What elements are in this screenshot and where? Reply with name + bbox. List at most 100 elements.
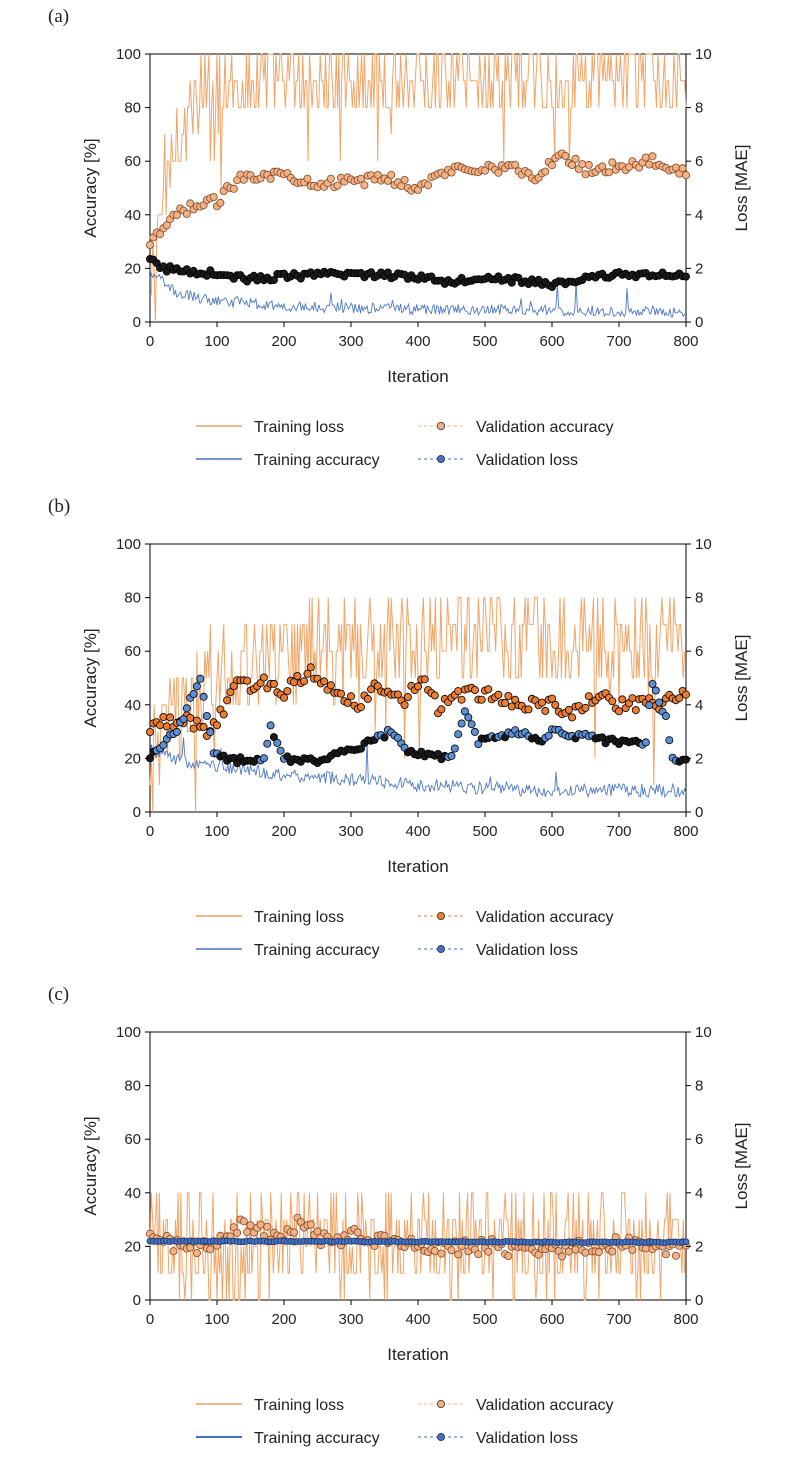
data-point (454, 687, 463, 696)
y-left-tick-label: 40 (124, 207, 141, 224)
legend-label: Training accuracy (254, 1430, 380, 1447)
data-point (363, 694, 372, 703)
panel-label: (a) (48, 6, 70, 27)
data-point (186, 713, 195, 722)
data-point (628, 1245, 637, 1254)
y-left-tick-label: 0 (133, 804, 141, 821)
legend-label: Validation loss (476, 1430, 578, 1447)
y-left-tick-label: 20 (124, 750, 141, 767)
data-point (206, 1245, 215, 1254)
plot-area (145, 53, 691, 323)
data-point (313, 1227, 322, 1236)
y-right-tick-label: 6 (695, 153, 703, 170)
legend-entry: Validation loss (418, 452, 578, 469)
data-point (581, 703, 590, 712)
y-right-tick-label: 4 (695, 1185, 703, 1202)
data-point (651, 686, 660, 695)
y-left-tick-label: 0 (133, 314, 141, 331)
x-tick-label: 500 (472, 333, 497, 350)
data-point (655, 698, 664, 707)
legend-entry: Training loss (196, 419, 344, 436)
chart-panel-b: (b) 0 20 40 60 80 100 0 2 4 6 8 10 0 100 200 300 400 500 6… (0, 490, 795, 975)
data-point (206, 728, 215, 737)
data-point (162, 722, 171, 731)
data-point (189, 689, 198, 698)
data-point (169, 1247, 178, 1256)
data-point (538, 698, 547, 707)
data-point (608, 1247, 617, 1256)
legend-entry: Validation accuracy (418, 419, 614, 436)
data-point (196, 674, 205, 683)
y-left-axis-title: Accuracy [%] (81, 138, 100, 237)
data-point (233, 1228, 242, 1237)
legend-entry: Training accuracy (196, 452, 380, 469)
data-point (159, 712, 168, 721)
data-point (343, 698, 352, 707)
data-point (289, 1228, 298, 1237)
data-point (618, 695, 627, 704)
data-point (353, 1228, 362, 1237)
data-point (447, 751, 456, 760)
data-point (283, 687, 292, 696)
data-point (457, 695, 466, 704)
data-point (400, 175, 409, 184)
data-point (501, 699, 510, 708)
data-point (571, 1245, 580, 1254)
x-tick-label: 400 (405, 1311, 430, 1328)
data-point (507, 702, 516, 711)
data-point (581, 170, 590, 179)
y-right-tick-label: 10 (695, 1024, 712, 1041)
validation-loss-markers (145, 254, 691, 291)
data-point (447, 1246, 456, 1255)
data-point (524, 705, 533, 714)
x-tick-label: 700 (606, 1311, 631, 1328)
data-point (628, 694, 637, 703)
x-tick-label: 100 (204, 333, 229, 350)
data-point (172, 210, 181, 219)
chart-panel-a: (a) 0 20 40 60 80 100 0 2 4 6 8 10 0 100 200 300 400 500 6… (0, 0, 795, 485)
x-tick-label: 600 (539, 333, 564, 350)
data-point (494, 168, 503, 177)
data-point (682, 171, 691, 180)
y-left-tick-label: 60 (124, 1131, 141, 1148)
x-tick-label: 300 (338, 1311, 363, 1328)
data-point (474, 1250, 483, 1259)
data-point (424, 181, 433, 190)
legend-label: Validation accuracy (476, 419, 614, 436)
training-loss-line (149, 597, 686, 813)
data-point (243, 1228, 252, 1237)
data-point (661, 711, 670, 720)
x-axis-title: Iteration (387, 857, 448, 876)
y-left-tick-label: 40 (124, 1185, 141, 1202)
y-right-tick-label: 8 (695, 1078, 703, 1095)
legend-label: Validation loss (476, 942, 578, 959)
training-accuracy-line (149, 269, 687, 318)
legend-label: Training loss (254, 1397, 344, 1414)
x-tick-label: 800 (673, 823, 698, 840)
data-point (682, 272, 691, 281)
legend: Training loss Validation accuracy Training… (196, 419, 614, 469)
validation-loss-markers (146, 1237, 690, 1247)
data-point (598, 162, 607, 171)
x-tick-label: 800 (673, 1311, 698, 1328)
legend-label: Validation accuracy (476, 909, 614, 926)
y-right-tick-label: 2 (695, 750, 703, 767)
x-axis-title: Iteration (387, 367, 448, 386)
x-tick-label: 400 (405, 333, 430, 350)
data-point (186, 199, 195, 208)
data-point (661, 1250, 670, 1259)
data-point (266, 174, 275, 183)
data-point (467, 720, 476, 729)
y-right-tick-label: 0 (695, 314, 703, 331)
data-point (192, 682, 201, 691)
data-point (156, 721, 165, 730)
legend: Training loss Validation accuracy Training… (196, 909, 614, 959)
training-loss-line (150, 53, 687, 323)
legend-entry: Training accuracy (196, 942, 380, 959)
data-point (477, 695, 486, 704)
y-left-tick-label: 20 (124, 1238, 141, 1255)
legend-label: Training accuracy (254, 452, 380, 469)
chart-panel-c: (c) 0 20 40 60 80 100 0 2 4 6 8 10 0 100 200 300 400 500 6… (0, 978, 795, 1461)
data-point (273, 738, 282, 747)
x-tick-label: 0 (146, 1311, 154, 1328)
